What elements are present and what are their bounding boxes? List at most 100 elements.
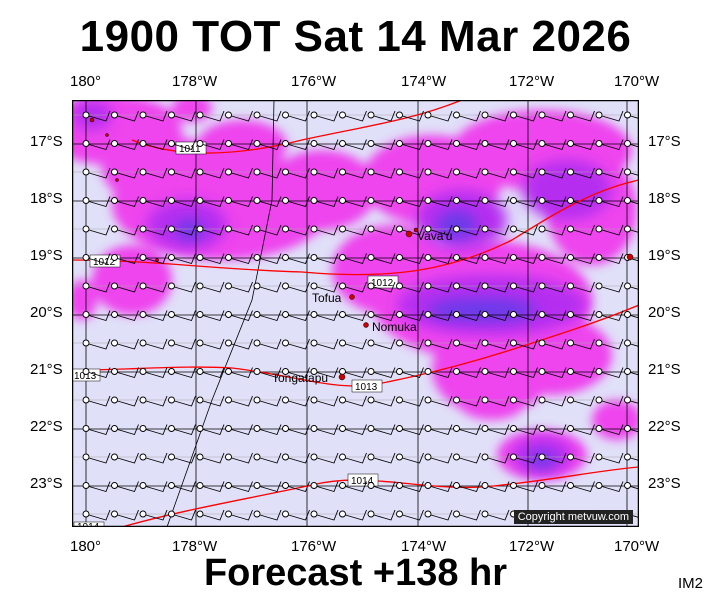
copyright-label: Copyright metvuw.com <box>513 510 633 524</box>
wind-barb <box>544 452 567 464</box>
wind-station <box>196 339 204 347</box>
wind-barb <box>145 139 168 151</box>
lon-label-bottom: 178°W <box>172 538 218 555</box>
wind-barb <box>459 167 481 179</box>
map-canvas: 1011 1012 1012 1013 1013 1014 1014 <box>72 100 639 527</box>
wind-barb <box>259 395 282 407</box>
wind-station <box>367 396 375 404</box>
wind-station <box>310 282 318 290</box>
wind-barb <box>145 481 168 493</box>
wind-barb <box>288 338 310 350</box>
wind-barb <box>145 224 168 236</box>
wind-station <box>538 368 546 375</box>
wind-barb <box>487 196 510 208</box>
wind-barb <box>430 395 453 407</box>
wind-station <box>538 425 546 432</box>
wind-barb <box>202 224 225 236</box>
wind-barb <box>316 310 339 322</box>
wind-barb <box>459 452 481 464</box>
wind-station <box>196 254 204 261</box>
wind-barb <box>373 424 396 436</box>
isobar-label: 1012 <box>371 278 394 289</box>
wind-station <box>453 254 460 261</box>
wind-barb <box>145 338 168 350</box>
wind-barb <box>145 281 168 293</box>
wind-barb <box>601 110 624 122</box>
wind-barb <box>231 196 253 208</box>
wind-station <box>510 396 517 404</box>
wind-station <box>453 425 460 432</box>
map-frame <box>72 100 639 527</box>
wind-barb <box>117 509 139 521</box>
wind-barb <box>402 253 424 265</box>
wind-barb <box>345 424 367 436</box>
wind-station <box>282 282 289 290</box>
wind-barb <box>402 509 424 521</box>
lat-label-right: 19°S <box>648 247 681 264</box>
wind-station <box>225 339 232 347</box>
wind-station <box>396 225 403 233</box>
wind-barb <box>430 253 453 265</box>
wind-barb <box>117 224 139 236</box>
wind-barb <box>345 481 367 493</box>
wind-station <box>310 111 318 119</box>
wind-station <box>396 368 403 375</box>
wind-barb <box>345 167 367 179</box>
wind-station <box>510 197 517 204</box>
wind-barb <box>601 281 624 293</box>
wind-barb <box>573 395 595 407</box>
wind-barb <box>117 424 139 436</box>
wind-barb <box>601 452 624 464</box>
wind-station <box>595 482 603 489</box>
wind-barb <box>202 509 225 521</box>
island-lau-4 <box>155 258 159 262</box>
wind-barb <box>630 144 639 148</box>
wind-barb <box>516 452 538 464</box>
wind-station <box>253 311 261 318</box>
wind-barb <box>573 196 595 208</box>
islands <box>89 117 634 381</box>
wind-barb <box>316 253 339 265</box>
wind-station <box>282 510 289 518</box>
wind-barb <box>316 395 339 407</box>
wind-barb <box>630 486 639 490</box>
wind-station <box>82 368 90 375</box>
wind-station <box>567 140 574 147</box>
wind-station <box>225 111 232 119</box>
wind-barb <box>345 224 367 236</box>
wind-barb <box>288 310 310 322</box>
wind-barb <box>601 253 624 265</box>
wind-station <box>168 168 175 176</box>
wind-barb <box>316 481 339 493</box>
wind-station <box>339 482 346 489</box>
wind-station <box>367 111 375 119</box>
wind-barb <box>373 509 396 521</box>
wind-barb <box>544 110 567 122</box>
wind-station <box>481 368 489 375</box>
wind-station <box>139 396 147 404</box>
wind-barb <box>117 367 139 379</box>
wind-station <box>453 453 460 461</box>
lon-label-top: 172°W <box>509 73 555 90</box>
wind-barb <box>516 196 538 208</box>
wind-station <box>82 396 90 404</box>
wind-barb <box>516 481 538 493</box>
wind-barb <box>259 110 282 122</box>
wind-barb <box>601 196 624 208</box>
wind-barb <box>630 172 639 176</box>
wind-station <box>196 425 204 432</box>
wind-station <box>339 339 346 347</box>
wind-station <box>396 510 403 518</box>
wind-station <box>225 311 232 318</box>
wind-station <box>538 396 546 404</box>
wind-barb <box>117 338 139 350</box>
wind-station <box>82 254 90 261</box>
wind-station <box>624 311 631 318</box>
wind-station <box>253 482 261 489</box>
wind-barb <box>402 452 424 464</box>
wind-barb <box>231 424 253 436</box>
wind-barb <box>487 481 510 493</box>
wind-barb <box>573 338 595 350</box>
wind-barb <box>231 395 253 407</box>
wind-station <box>567 453 574 461</box>
